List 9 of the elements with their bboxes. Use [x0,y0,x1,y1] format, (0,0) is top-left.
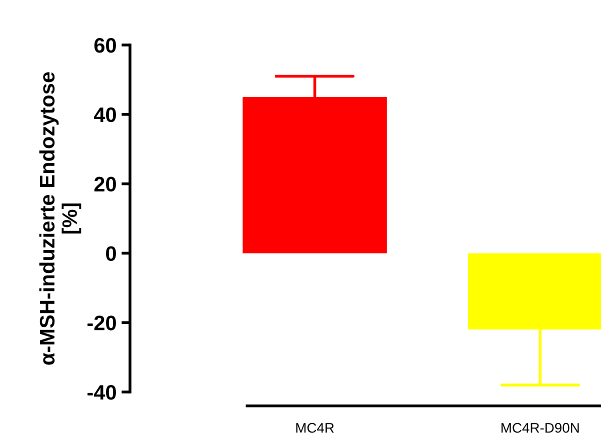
x-tick-label: MC4R-D90N [502,422,579,433]
y-tick-label: 20 [94,176,116,192]
y-tick-label: 0 [106,246,116,261]
y-tick-label: -40 [88,385,116,400]
y-tick-label: 40 [94,107,116,122]
x-tick-label: MC4R [296,422,334,433]
y-tick-label: 60 [94,38,116,53]
y-axis-title: α-MSH-induzierte Endozytose [%] [39,72,82,365]
y-tick-label: -20 [88,316,116,330]
